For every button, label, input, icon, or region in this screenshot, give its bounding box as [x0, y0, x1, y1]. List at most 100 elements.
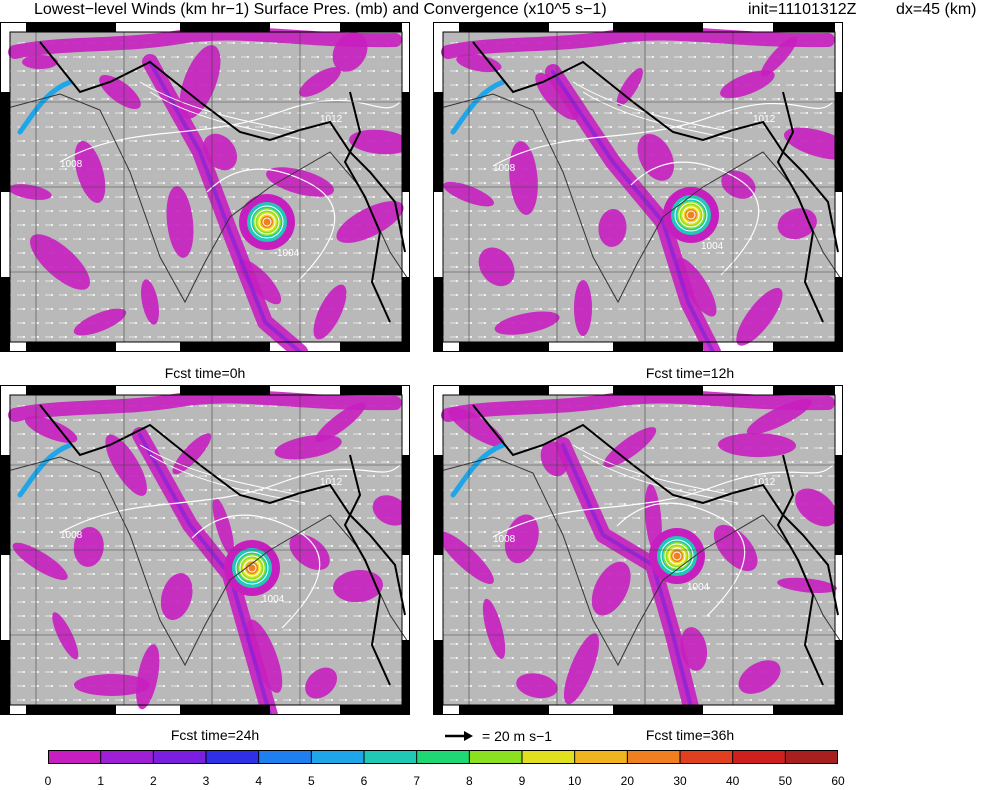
- country-border: [776, 91, 824, 323]
- colorbar-swatch: [100, 750, 154, 764]
- convergence-blob: [777, 577, 837, 594]
- convergence-blob: [591, 561, 631, 616]
- isobar-label: 1004: [277, 248, 300, 259]
- convergence-blob: [349, 129, 410, 155]
- convergence-blob: [456, 54, 502, 73]
- colorbar-label: 2: [149, 774, 157, 788]
- convergence-blob: [494, 311, 560, 335]
- latlon-grid: [10, 32, 402, 342]
- convergence-blob: [616, 68, 643, 107]
- convergence-blob: [721, 170, 756, 199]
- convergence-blob: [212, 497, 234, 556]
- map-panel-36h: 1004 1008 1012: [433, 385, 843, 715]
- isobar-label: 1012: [753, 114, 776, 125]
- convergence-blob: [516, 673, 558, 699]
- colorbar-label: 20: [620, 774, 634, 788]
- colorbar-swatch: [627, 750, 681, 764]
- colorbar-swatch: [206, 750, 260, 764]
- convergence-blob: [333, 569, 383, 603]
- convergence-blob: [736, 287, 783, 346]
- colorbar-label: 1: [97, 774, 104, 788]
- map-svg: 1004 1008 1012: [433, 22, 843, 352]
- cyclone-core: [239, 194, 295, 250]
- convergence-blob: [315, 402, 366, 442]
- colorbar-label: 8: [465, 774, 473, 788]
- vector-key-label: = 20 m s−1: [482, 728, 553, 744]
- isobar-label: 1004: [701, 241, 724, 252]
- isobars: [492, 81, 834, 276]
- panel-caption-24h: Fcst time=24h: [170, 727, 260, 743]
- convergence-blob: [30, 234, 90, 290]
- convergence-blob: [299, 67, 341, 97]
- colorbar-swatch: [364, 750, 418, 764]
- convergence-blob: [274, 434, 342, 460]
- convergence-blob: [179, 45, 221, 119]
- latlon-grid: [443, 395, 835, 705]
- convergence-blob: [478, 247, 515, 287]
- panel-caption-36h: Fcst time=36h: [645, 727, 735, 743]
- isobar-label: 1004: [687, 582, 710, 593]
- colorbar-label: 9: [518, 774, 526, 788]
- colorbar-label: 7: [413, 774, 420, 788]
- convergence-blob: [443, 181, 494, 207]
- colorbar-swatch: [416, 750, 470, 764]
- convergence-blob: [141, 279, 159, 325]
- colorbar-label: 30: [673, 774, 687, 788]
- colorbar-swatch: [48, 750, 102, 764]
- panel-caption-12h: Fcst time=12h: [645, 365, 735, 381]
- convergence-blob: [718, 433, 796, 458]
- convergence-blob: [12, 542, 68, 580]
- convergence-blob: [637, 133, 674, 181]
- convergence-blob: [74, 141, 106, 203]
- colorbar-label: 0: [44, 774, 52, 788]
- country-border: [472, 41, 839, 253]
- figure-title-bar: Lowest−level Winds (km hr−1) Surface Pre…: [0, 0, 990, 22]
- convergence-blob: [73, 526, 104, 567]
- init-time-label: init=11101312Z: [748, 1, 857, 18]
- isobars: [59, 444, 401, 629]
- convergence-blob: [136, 644, 160, 710]
- convergence-blob: [160, 573, 193, 620]
- convergence-blob: [336, 201, 404, 243]
- map-frame: [433, 22, 843, 352]
- isobars: [492, 444, 834, 617]
- convergence-blob: [172, 433, 212, 475]
- map-panel-24h: 1004 1008 1012: [0, 385, 410, 715]
- colorbar-swatch: [153, 750, 207, 764]
- isobar-label: 1008: [493, 163, 516, 174]
- map-frame: [0, 22, 410, 352]
- map-panel-0h: 1004 1008 1012: [0, 22, 410, 352]
- colorbar-label: 4: [255, 774, 262, 788]
- figure-title: Lowest−level Winds (km hr−1) Surface Pre…: [34, 1, 607, 18]
- convergence-blob: [509, 141, 538, 215]
- latlon-grid: [443, 32, 835, 342]
- map-svg: 1004 1008 1012: [433, 385, 843, 715]
- colorbar: [48, 750, 839, 764]
- country-border: [343, 91, 391, 323]
- colorbar-swatch: [574, 750, 628, 764]
- country-border: [343, 454, 391, 686]
- map-frame: [433, 385, 843, 715]
- convergence-blob: [598, 209, 627, 247]
- colorbar-swatch: [469, 750, 523, 764]
- grid-spacing-label: dx=45 (km): [896, 1, 977, 18]
- colorbar-swatches: [48, 750, 839, 764]
- map-svg: 1004 1008 1012: [0, 22, 410, 352]
- colorbar-label: 50: [778, 774, 792, 788]
- convergence-blob: [99, 74, 141, 110]
- panel-caption-0h: Fcst time=0h: [164, 365, 246, 381]
- cyclone-core: [663, 187, 719, 243]
- convergence-blob: [574, 280, 592, 336]
- isobar-label: 1004: [262, 594, 285, 605]
- convergence-blob: [166, 186, 194, 258]
- colorbar-swatch: [680, 750, 734, 764]
- convergence-blob: [372, 495, 409, 526]
- convergence-blob: [795, 488, 838, 527]
- convergence-blob: [22, 55, 58, 69]
- country-border: [39, 41, 406, 253]
- map-frame: [0, 385, 410, 715]
- colorbar-swatch: [258, 750, 312, 764]
- isobar-label: 1008: [493, 534, 516, 545]
- country-border: [472, 404, 839, 616]
- colorbar-label: 10: [567, 774, 582, 788]
